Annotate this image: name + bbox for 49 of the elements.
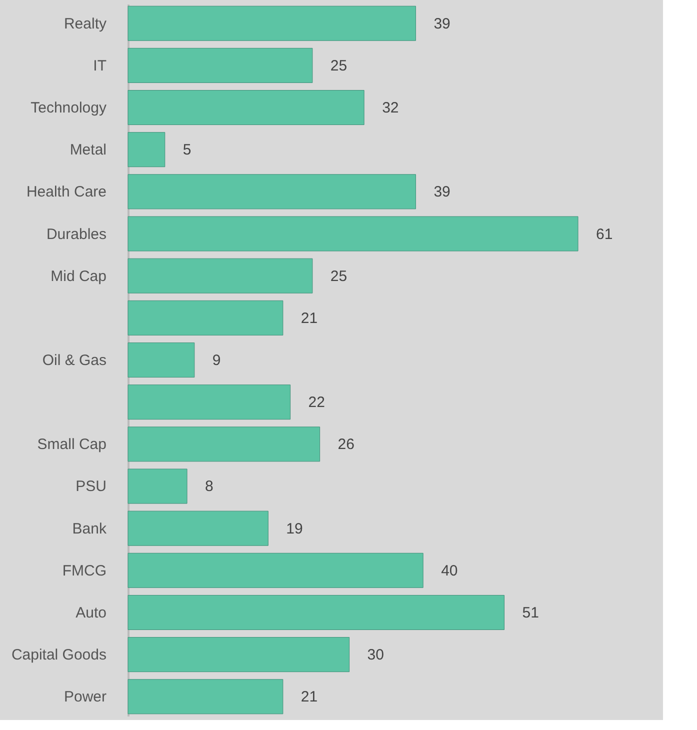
bar <box>128 637 350 672</box>
data-label: 19 <box>286 520 303 538</box>
y-tick-label: FMCG <box>62 562 106 580</box>
data-label: 51 <box>522 604 539 622</box>
data-label: 40 <box>441 562 458 580</box>
bar <box>128 552 424 588</box>
bar <box>128 216 578 252</box>
bar <box>128 384 291 420</box>
data-label: 25 <box>330 57 348 74</box>
bar <box>128 594 504 630</box>
y-tick-label: IT <box>93 57 106 74</box>
data-label: 39 <box>434 184 450 201</box>
data-label: 39 <box>434 15 450 32</box>
y-tick-label: PSU <box>76 478 106 496</box>
bar <box>128 132 166 168</box>
data-label: 8 <box>205 478 214 496</box>
data-label: 25 <box>330 268 348 285</box>
bar <box>128 342 195 378</box>
bar <box>128 174 416 210</box>
y-tick-label: Auto <box>76 604 106 622</box>
data-label: 32 <box>382 100 399 117</box>
bar <box>128 90 364 126</box>
bar <box>128 468 188 504</box>
y-tick-label: Bank <box>72 520 107 538</box>
y-tick-label: Realty <box>64 15 107 32</box>
data-label: 22 <box>308 394 325 412</box>
bar <box>128 48 313 83</box>
y-tick-label: Durables <box>46 226 106 243</box>
data-label: 30 <box>367 646 384 664</box>
bar <box>128 679 284 714</box>
y-tick-label: Power <box>64 688 106 706</box>
y-tick-label: Capital Goods <box>11 646 106 664</box>
bar <box>128 300 284 336</box>
y-tick-label: Metal <box>70 142 106 159</box>
bar <box>128 6 416 41</box>
data-label: 9 <box>212 352 221 369</box>
bar <box>128 258 313 294</box>
data-label: 61 <box>596 226 613 243</box>
y-tick-label: Technology <box>30 100 107 117</box>
y-tick-label: Small Cap <box>37 436 106 454</box>
data-label: 5 <box>182 142 192 159</box>
bar <box>128 426 320 462</box>
y-tick-label: Oil & Gas <box>42 352 106 369</box>
data-label: 26 <box>338 436 354 454</box>
bar <box>128 510 268 546</box>
data-label: 21 <box>300 310 318 327</box>
y-tick-label: Health Care <box>26 184 106 201</box>
y-tick-label: Mid Cap <box>50 268 106 285</box>
data-label: 21 <box>300 688 318 706</box>
